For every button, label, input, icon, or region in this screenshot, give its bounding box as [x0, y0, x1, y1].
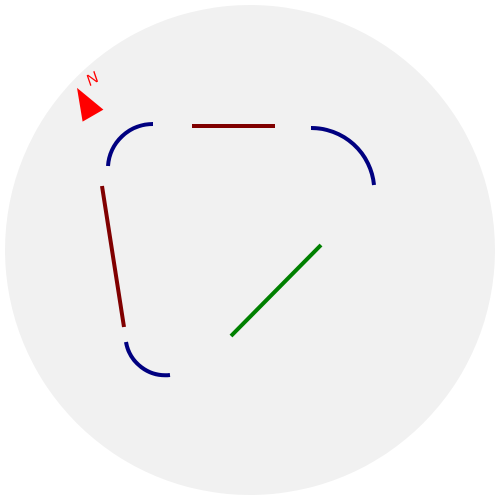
- route-curve-bottom-left: [124, 341, 171, 378]
- map-disc: [5, 5, 495, 495]
- north-arrow-icon: [77, 87, 104, 122]
- route-curve-top-right: [310, 125, 376, 186]
- route-segment-left: [100, 185, 126, 328]
- route-curve-top-left: [106, 121, 154, 167]
- route-segment-diagonal: [229, 243, 323, 338]
